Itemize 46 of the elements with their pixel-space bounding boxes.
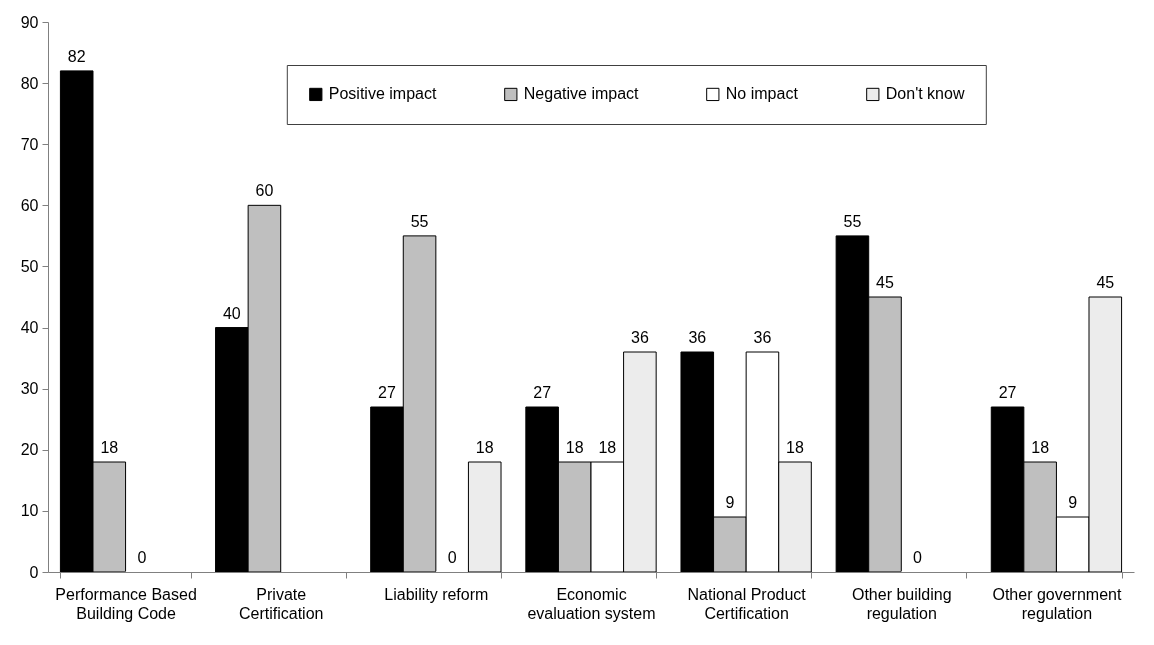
data-label: 27 [533, 384, 552, 401]
data-label: 45 [1096, 274, 1115, 291]
y-tick-label: 90 [20, 13, 39, 31]
legend-label: No impact [725, 85, 799, 103]
data-label: 9 [1068, 494, 1078, 511]
data-label: 18 [786, 439, 805, 456]
data-label: 9 [725, 494, 735, 511]
x-tick-label: Other building regulation [851, 585, 952, 622]
x-tick-label: Other government regulation [992, 585, 1122, 622]
y-tick-label: 50 [20, 257, 39, 275]
data-label: 55 [843, 212, 862, 230]
x-tick-label: Economic evaluation system [527, 585, 656, 622]
data-label: 18 [598, 439, 617, 456]
data-label: 82 [67, 47, 86, 65]
y-tick-label: 80 [20, 74, 39, 92]
data-label: 0 [137, 549, 147, 566]
x-tick-label: National Product Certification [687, 585, 807, 622]
data-label: 55 [410, 212, 429, 230]
data-label: 0 [913, 549, 923, 566]
y-tick-label: 30 [20, 380, 39, 398]
legend-label: Don't know [885, 85, 965, 103]
data-label: 36 [753, 329, 772, 346]
bar [467, 461, 502, 573]
y-tick-label: 40 [20, 319, 39, 337]
data-label: 60 [255, 182, 274, 200]
x-tick-label: Private Certification [238, 585, 324, 622]
data-label: 40 [222, 304, 241, 322]
legend-label: Negative impact [523, 85, 640, 103]
x-tick-label: Performance Based Building Code [55, 585, 197, 622]
data-label: 18 [1031, 439, 1050, 456]
y-tick-label: 70 [20, 135, 39, 153]
data-label: 36 [688, 329, 707, 346]
data-label: 0 [447, 549, 457, 566]
data-label: 27 [998, 384, 1017, 401]
data-label: 27 [378, 384, 396, 401]
y-tick-label: 10 [20, 502, 39, 520]
data-label: 36 [630, 329, 649, 346]
y-tick-label: 20 [20, 441, 39, 459]
data-label: 18 [565, 439, 584, 456]
data-label: 18 [475, 439, 494, 456]
x-tick-label: Liability reform [384, 585, 489, 603]
y-tick-label: 60 [20, 196, 39, 214]
y-tick-label: 0 [29, 563, 39, 581]
legend-label: Positive impact [328, 85, 437, 103]
data-label: 18 [100, 439, 119, 456]
data-label: 45 [876, 274, 894, 291]
